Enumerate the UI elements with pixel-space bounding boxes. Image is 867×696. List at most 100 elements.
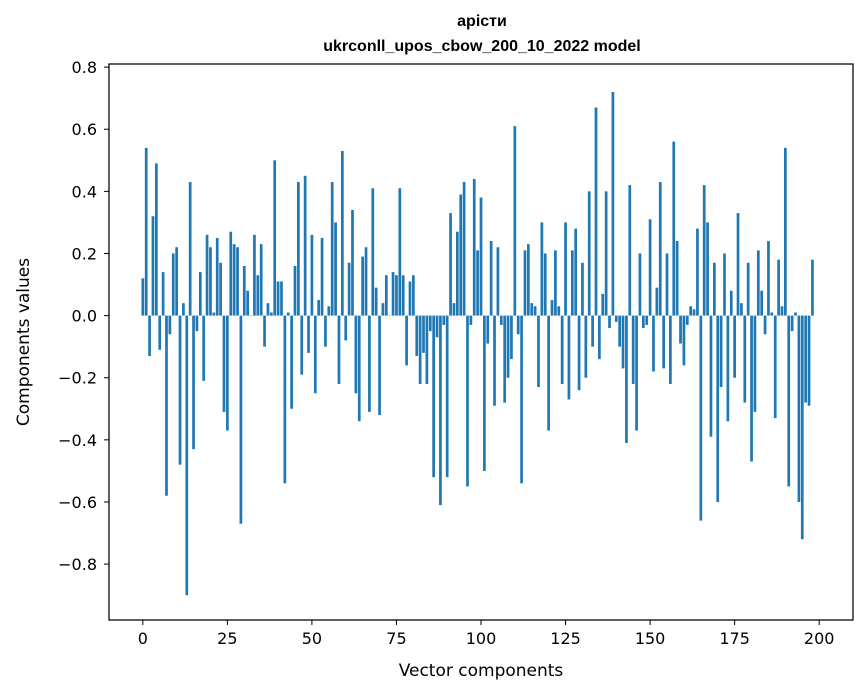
- bar-component-75: [395, 275, 398, 316]
- bar-component-158: [675, 241, 679, 316]
- bar-component-4: [154, 163, 158, 316]
- bar-component-30: [242, 265, 246, 316]
- bar-component-95: [462, 182, 466, 316]
- bar-component-52: [317, 300, 321, 316]
- bar-component-170: [716, 315, 720, 502]
- bar-component-155: [665, 253, 669, 316]
- bar-component-36: [263, 315, 266, 347]
- bar-component-40: [276, 281, 280, 316]
- bar-component-25: [226, 315, 229, 431]
- bar-component-50: [310, 234, 314, 316]
- bar-component-133: [591, 315, 594, 347]
- x-tick-label: 50: [302, 629, 322, 648]
- bar-component-197: [807, 315, 811, 406]
- bar-component-195: [800, 315, 804, 540]
- bar-component-135: [598, 315, 601, 360]
- bar-component-182: [756, 250, 760, 316]
- bar-component-65: [361, 256, 364, 316]
- bar-component-0: [141, 278, 145, 316]
- bar-component-138: [608, 315, 611, 329]
- bar-component-174: [729, 290, 733, 316]
- bar-component-126: [567, 315, 571, 400]
- bar-component-166: [702, 185, 706, 316]
- bar-component-28: [236, 247, 239, 316]
- y-axis-label: Components values: [14, 258, 34, 426]
- bar-component-183: [760, 290, 764, 316]
- bar-component-74: [391, 272, 395, 316]
- y-axis: 0.8 0.6 0.4 0.2 0.0 −0.2 −0.4 −0.6 −0.8: [58, 58, 109, 574]
- bar-component-37: [266, 303, 270, 316]
- y-tick-label: 0.0: [72, 307, 97, 326]
- bar-component-109: [510, 315, 513, 360]
- bar-component-150: [648, 219, 652, 316]
- bar-component-172: [723, 253, 726, 316]
- bar-component-24: [222, 315, 226, 412]
- x-tick-label: 200: [804, 629, 835, 648]
- bar-component-93: [455, 231, 459, 316]
- bar-component-55: [327, 306, 331, 316]
- x-tick-label: 125: [550, 629, 581, 648]
- bar-component-82: [418, 315, 422, 384]
- bar-component-17: [198, 272, 202, 316]
- bar-component-142: [621, 315, 625, 369]
- bar-component-61: [347, 262, 351, 316]
- bar-component-119: [543, 253, 547, 316]
- y-tick-label: 0.8: [72, 58, 97, 77]
- y-tick-label: 0.2: [72, 244, 97, 263]
- bar-component-8: [168, 315, 172, 335]
- bar-component-97: [469, 315, 473, 325]
- bar-component-130: [581, 262, 584, 316]
- bar-component-9: [171, 253, 175, 316]
- bar-component-44: [290, 315, 293, 409]
- bar-component-198: [811, 259, 814, 316]
- bar-component-92: [452, 303, 456, 316]
- bar-component-33: [253, 234, 256, 316]
- bar-component-132: [587, 191, 591, 316]
- bar-component-163: [692, 309, 696, 316]
- bar-component-190: [784, 147, 787, 316]
- x-axis: 0 25 50 75 100 125 150 175 200: [138, 620, 835, 648]
- bar-component-89: [442, 315, 446, 325]
- bar-component-99: [476, 250, 479, 316]
- bar-component-107: [503, 315, 507, 403]
- bar-component-175: [733, 315, 736, 378]
- y-tick-label: −0.4: [58, 431, 97, 450]
- bar-component-154: [662, 315, 665, 369]
- bar-component-181: [753, 315, 757, 412]
- bar-component-194: [797, 315, 801, 502]
- bar-component-188: [777, 259, 780, 316]
- bar-component-169: [712, 262, 716, 316]
- bar-component-140: [614, 315, 618, 322]
- bar-component-39: [273, 160, 277, 316]
- bar-component-185: [767, 241, 770, 316]
- bar-component-145: [631, 315, 635, 384]
- bar-component-48: [303, 175, 307, 316]
- bars-group: [141, 91, 814, 596]
- bar-component-129: [577, 315, 581, 391]
- bar-component-164: [696, 228, 699, 316]
- bar-component-66: [364, 247, 368, 316]
- bar-component-160: [682, 315, 686, 366]
- bar-component-196: [804, 315, 808, 403]
- bar-component-70: [378, 315, 381, 415]
- bar-component-46: [297, 182, 300, 316]
- bar-component-1: [144, 147, 148, 316]
- bar-component-184: [763, 315, 767, 335]
- bar-component-176: [736, 213, 740, 316]
- bar-component-81: [415, 315, 419, 356]
- bar-component-127: [570, 250, 574, 316]
- bar-component-143: [625, 315, 628, 443]
- bar-component-77: [401, 275, 405, 316]
- bar-component-114: [526, 244, 530, 316]
- x-axis-label: Vector components: [399, 661, 564, 681]
- bar-component-191: [787, 315, 791, 487]
- bar-component-23: [219, 262, 222, 316]
- y-tick-label: −0.6: [58, 493, 97, 512]
- bar-component-111: [516, 315, 520, 335]
- bar-component-79: [408, 281, 412, 316]
- bar-component-122: [554, 250, 557, 316]
- bar-component-137: [604, 191, 608, 316]
- bar-component-45: [293, 265, 297, 316]
- x-tick-label: 175: [719, 629, 750, 648]
- bar-component-64: [357, 315, 361, 422]
